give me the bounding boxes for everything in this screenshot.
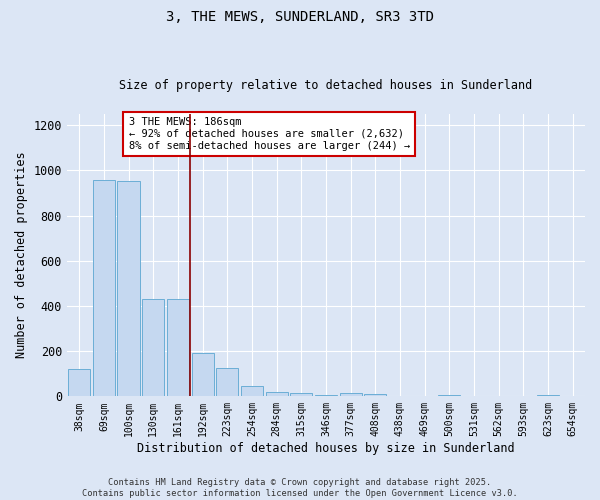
Bar	[68, 369, 91, 396]
Bar	[142, 299, 164, 396]
Bar	[241, 386, 263, 396]
Bar	[266, 392, 288, 396]
Bar	[315, 395, 337, 396]
Bar	[438, 395, 460, 396]
Bar	[364, 394, 386, 396]
Bar	[340, 393, 362, 396]
Title: Size of property relative to detached houses in Sunderland: Size of property relative to detached ho…	[119, 79, 533, 92]
Bar	[537, 395, 559, 396]
Bar	[93, 180, 115, 396]
Text: 3, THE MEWS, SUNDERLAND, SR3 3TD: 3, THE MEWS, SUNDERLAND, SR3 3TD	[166, 10, 434, 24]
Text: 3 THE MEWS: 186sqm
← 92% of detached houses are smaller (2,632)
8% of semi-detac: 3 THE MEWS: 186sqm ← 92% of detached hou…	[128, 118, 410, 150]
Bar	[290, 393, 313, 396]
Y-axis label: Number of detached properties: Number of detached properties	[15, 152, 28, 358]
Bar	[216, 368, 238, 396]
X-axis label: Distribution of detached houses by size in Sunderland: Distribution of detached houses by size …	[137, 442, 515, 455]
Bar	[191, 354, 214, 397]
Text: Contains HM Land Registry data © Crown copyright and database right 2025.
Contai: Contains HM Land Registry data © Crown c…	[82, 478, 518, 498]
Bar	[167, 299, 189, 396]
Bar	[118, 180, 140, 396]
